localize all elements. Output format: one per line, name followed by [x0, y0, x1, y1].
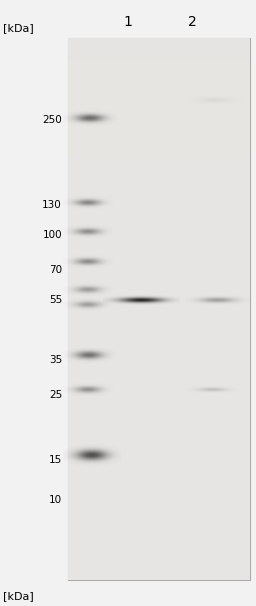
Text: 1: 1 [124, 15, 132, 29]
Text: 35: 35 [49, 355, 62, 365]
Text: 250: 250 [42, 115, 62, 125]
Text: 100: 100 [42, 230, 62, 240]
Text: 55: 55 [49, 295, 62, 305]
Text: 70: 70 [49, 265, 62, 275]
Text: [kDa]: [kDa] [3, 23, 34, 33]
Text: 25: 25 [49, 390, 62, 400]
Text: 2: 2 [188, 15, 196, 29]
Text: 15: 15 [49, 455, 62, 465]
Bar [68, 38, 250, 580]
Text: [kDa]: [kDa] [3, 591, 33, 601]
Text: 10: 10 [49, 495, 62, 505]
Text: 130: 130 [42, 200, 62, 210]
